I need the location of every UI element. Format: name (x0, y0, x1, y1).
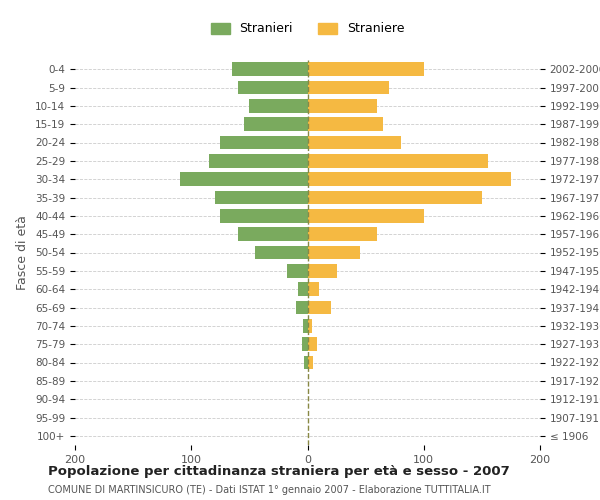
Bar (308, 136, 401, 149)
Bar (215, 190, 308, 204)
Legend: Stranieri, Straniere: Stranieri, Straniere (205, 16, 410, 42)
Bar (238, 80, 308, 94)
Text: Popolazione per cittadinanza straniera per età e sesso - 2007: Popolazione per cittadinanza straniera p… (48, 465, 510, 478)
Text: COMUNE DI MARTINSICURO (TE) - Dati ISTAT 1° gennaio 2007 - Elaborazione TUTTITAL: COMUNE DI MARTINSICURO (TE) - Dati ISTAT… (48, 485, 491, 495)
Bar (296, 300, 308, 314)
Bar (308, 190, 482, 204)
Bar (308, 209, 424, 222)
Bar (304, 356, 308, 370)
Bar (308, 338, 317, 351)
Bar (308, 99, 377, 112)
Bar (308, 300, 331, 314)
Bar (308, 319, 312, 332)
Y-axis label: Fasce di età: Fasce di età (16, 215, 29, 290)
Bar (232, 62, 308, 76)
Bar (308, 172, 511, 186)
Bar (308, 154, 488, 168)
Bar (179, 172, 308, 186)
Bar (238, 228, 308, 241)
Bar (308, 264, 337, 278)
Bar (220, 136, 308, 149)
Bar (308, 228, 377, 241)
Bar (308, 282, 319, 296)
Bar (302, 338, 308, 351)
Bar (308, 356, 313, 370)
Bar (250, 99, 308, 112)
Bar (244, 118, 308, 131)
Bar (298, 282, 308, 296)
Bar (308, 246, 360, 260)
Bar (209, 154, 308, 168)
Bar (220, 209, 308, 222)
Bar (287, 264, 308, 278)
Bar (308, 118, 383, 131)
Bar (255, 246, 308, 260)
Bar (308, 80, 389, 94)
Bar (303, 319, 308, 332)
Bar (308, 62, 424, 76)
